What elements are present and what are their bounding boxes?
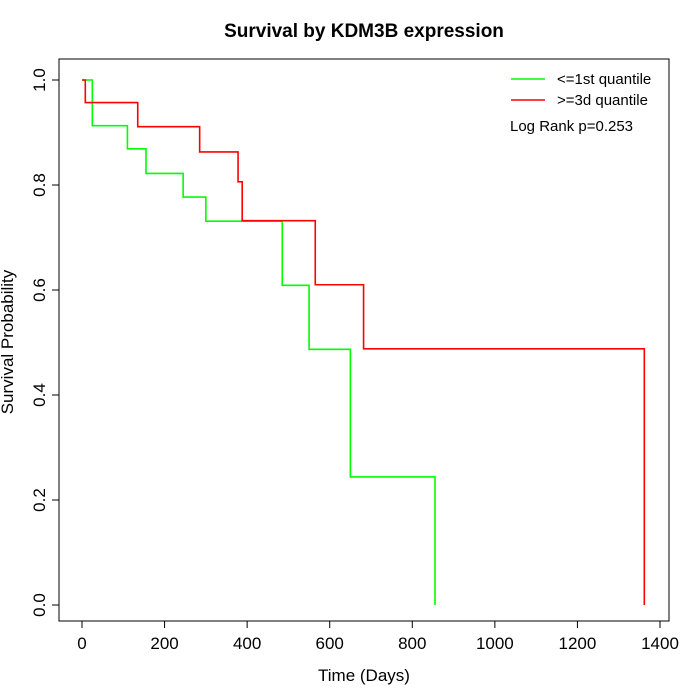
- x-axis: 0 200 400 600 800 1000 1200 1400: [77, 621, 679, 653]
- legend-label: >=3d quantile: [557, 92, 648, 109]
- chart-title: Survival by KDM3B expression: [224, 21, 504, 42]
- x-tick-label: 1400: [641, 634, 679, 653]
- legend: <=1st quantile >=3d quantile: [511, 71, 651, 109]
- y-tick-label: 0.0: [30, 593, 49, 617]
- y-tick-label: 0.6: [30, 278, 49, 302]
- y-tick-label: 0.8: [30, 173, 49, 197]
- x-tick-label: 1000: [476, 634, 514, 653]
- y-tick-label: 0.2: [30, 488, 49, 512]
- x-tick-label: 200: [150, 634, 178, 653]
- x-tick-label: 400: [233, 634, 261, 653]
- series-line-0: [82, 79, 436, 605]
- x-tick-label: 0: [77, 634, 86, 653]
- series-layer: [82, 79, 646, 605]
- x-tick-label: 800: [398, 634, 426, 653]
- log-rank-annotation: Log Rank p=0.253: [510, 118, 633, 135]
- x-tick-label: 1200: [559, 634, 597, 653]
- y-axis-label: Survival Probability: [0, 269, 17, 414]
- plot-frame: [58, 58, 670, 622]
- y-tick-label: 0.4: [30, 383, 49, 407]
- y-tick-label: 1.0: [30, 68, 49, 92]
- y-axis: 0.0 0.2 0.4 0.6 0.8 1.0: [30, 68, 59, 617]
- legend-label: <=1st quantile: [557, 71, 651, 88]
- series-line-1: [82, 79, 646, 605]
- x-tick-label: 600: [316, 634, 344, 653]
- x-axis-label: Time (Days): [318, 666, 410, 685]
